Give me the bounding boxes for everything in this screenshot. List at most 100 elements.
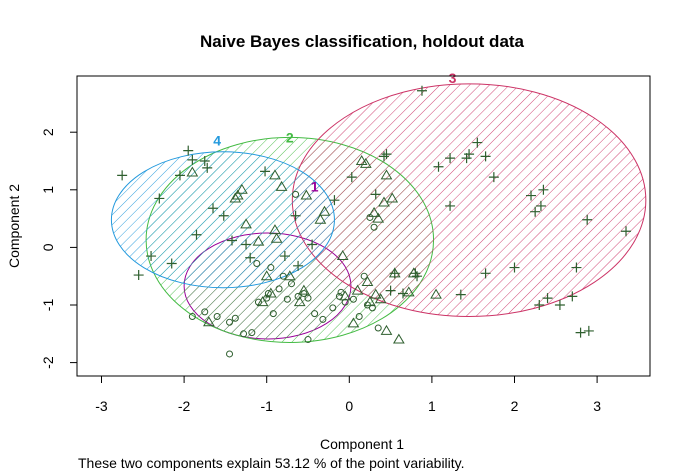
point-plus (530, 206, 541, 217)
x-axis-label: Component 1 (320, 436, 404, 452)
point-plus (464, 149, 475, 160)
point-plus (621, 226, 632, 237)
y-tick-label: -2 (40, 356, 56, 369)
point-plus (542, 293, 553, 304)
point-circle (248, 329, 256, 337)
point-plus (433, 161, 444, 172)
point-triangle (361, 275, 374, 286)
point-circle (360, 272, 368, 280)
point-plus (509, 262, 520, 273)
x-tick-label: 0 (345, 398, 353, 414)
point-circle (226, 318, 234, 326)
point-circle (253, 260, 261, 268)
point-plus (472, 137, 483, 148)
point-circle (304, 336, 312, 344)
point-circle (292, 190, 300, 198)
x-tick-label: 1 (428, 398, 436, 414)
point-plus (227, 235, 238, 246)
point-plus (538, 184, 549, 195)
cluster-label-2: 2 (286, 130, 294, 146)
point-circle (374, 324, 382, 332)
point-plus (241, 239, 252, 250)
point-circle (213, 313, 221, 321)
point-plus (191, 229, 202, 240)
point-plus (346, 172, 357, 183)
y-tick-label: -1 (40, 299, 56, 312)
chart-title: Naive Bayes classification, holdout data (200, 32, 525, 51)
x-tick-label: -1 (260, 398, 273, 414)
point-triangle (297, 284, 310, 295)
point-triangle (260, 270, 273, 281)
point-triangle (355, 155, 368, 165)
point-plus (583, 325, 594, 336)
point-plus (290, 210, 301, 221)
point-triangle (186, 166, 199, 177)
point-plus (534, 300, 545, 310)
point-circle (341, 298, 349, 306)
point-circle (269, 310, 277, 318)
point-triangle (364, 296, 376, 307)
point-triangle (402, 286, 415, 297)
point-plus (208, 203, 219, 214)
point-triangle (359, 157, 372, 168)
point-triangle (386, 192, 399, 203)
point-triangle (275, 180, 288, 191)
point-triangle (269, 224, 281, 235)
point-circle (188, 313, 196, 321)
point-plus (183, 145, 194, 156)
cluster-label-1: 1 (311, 179, 319, 195)
point-plus (117, 170, 128, 181)
point-triangle (374, 293, 387, 304)
point-triangle (369, 288, 382, 299)
data-points (117, 85, 632, 358)
point-triangle (203, 316, 215, 327)
point-plus (293, 260, 304, 271)
cluster-ellipse-4 (110, 151, 335, 289)
point-circle (329, 304, 337, 312)
point-plus (166, 258, 177, 269)
point-plus (370, 189, 381, 200)
point-circle (201, 308, 209, 316)
point-plus (378, 151, 389, 162)
point-plus (174, 170, 185, 181)
point-plus (133, 270, 144, 281)
y-tick-label: 1 (40, 186, 56, 194)
point-plus (146, 251, 157, 262)
point-plus (575, 327, 586, 338)
point-triangle (283, 270, 296, 281)
point-plus (397, 288, 408, 299)
point-plus (535, 200, 546, 211)
cluster-label-4: 4 (213, 132, 221, 148)
point-triangle (252, 235, 265, 246)
point-plus (445, 200, 456, 211)
cluster-ellipse-3 (291, 83, 647, 318)
point-circle (355, 313, 363, 321)
point-plus (480, 268, 491, 279)
chart-subtitle: These two components explain 53.12 % of … (78, 455, 465, 471)
point-circle (275, 285, 283, 293)
x-tick-label: -3 (95, 398, 108, 414)
point-triangle (380, 324, 393, 335)
point-triangle (430, 288, 442, 299)
point-circle (300, 289, 308, 297)
point-triangle (300, 189, 313, 200)
y-axis-label: Component 2 (6, 184, 22, 268)
point-plus (202, 162, 213, 173)
point-plus (187, 154, 198, 165)
point-triangle (372, 212, 385, 223)
point-circle (349, 295, 357, 303)
point-plus (279, 251, 290, 262)
point-plus (455, 289, 466, 300)
point-triangle (347, 317, 360, 328)
point-plus (582, 214, 593, 225)
point-circle (319, 315, 327, 323)
point-plus (480, 151, 491, 162)
point-triangle (256, 296, 269, 307)
point-plus (154, 193, 165, 204)
point-triangle (314, 213, 327, 224)
cluster-labels: 1 2 3 4 (213, 70, 456, 194)
point-circle (279, 272, 287, 280)
point-triangle (269, 169, 281, 180)
point-plus (381, 149, 392, 160)
